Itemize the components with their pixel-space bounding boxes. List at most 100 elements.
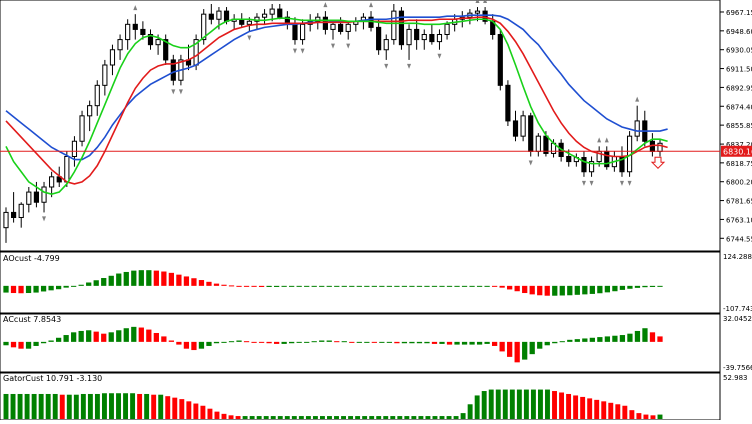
current-price-tag xyxy=(721,145,752,157)
candle-body xyxy=(391,10,397,41)
histogram-bar xyxy=(319,416,325,419)
candle-body xyxy=(3,211,9,229)
histogram-bar xyxy=(168,340,175,342)
histogram-bar xyxy=(589,337,595,342)
histogram-bar xyxy=(341,416,347,419)
candle-body xyxy=(414,28,420,41)
histogram-bar xyxy=(256,416,262,419)
candle-body xyxy=(269,8,275,15)
histogram-bar xyxy=(397,416,403,419)
histogram-bar xyxy=(258,341,265,343)
histogram-bar xyxy=(10,341,17,348)
histogram-bar xyxy=(523,389,529,419)
histogram-bar xyxy=(93,280,99,286)
fractal-up-icon xyxy=(604,137,609,143)
histogram-bar xyxy=(348,416,354,419)
histogram-bar xyxy=(236,340,242,342)
histogram-bar xyxy=(642,328,648,342)
histogram-bar xyxy=(454,285,460,287)
histogram-bar xyxy=(168,272,175,286)
ac-axis-top: 32.0452 xyxy=(723,315,752,323)
candle-body xyxy=(482,10,488,22)
histogram-bar xyxy=(263,416,269,419)
histogram-bar xyxy=(200,405,206,419)
histogram-bar xyxy=(594,399,600,419)
fractal-down-icon xyxy=(42,216,47,222)
candle-body xyxy=(208,13,214,20)
histogram-bar xyxy=(604,336,611,342)
histogram-bar xyxy=(131,270,137,286)
histogram-bar xyxy=(454,341,460,345)
histogram-bar xyxy=(193,403,199,419)
histogram-bar xyxy=(544,285,550,296)
price-tick-label: 6911.50 xyxy=(726,66,752,74)
histogram-bar xyxy=(364,285,370,287)
candle-body xyxy=(345,23,351,32)
gator-label: GatorCust 10.791 -3.130 xyxy=(3,374,102,383)
histogram-bar xyxy=(18,285,24,294)
histogram-bar xyxy=(281,285,287,287)
histogram-bar xyxy=(566,393,572,419)
histogram-bar xyxy=(273,341,280,344)
candle-body xyxy=(315,16,321,22)
histogram-bar xyxy=(289,341,295,344)
histogram-bar xyxy=(3,285,9,293)
histogram-bar xyxy=(10,393,16,419)
histogram-bar xyxy=(55,285,62,290)
histogram-bar xyxy=(529,285,535,295)
histogram-bar xyxy=(612,285,618,292)
histogram-bar xyxy=(312,416,318,419)
candle-body xyxy=(41,186,47,203)
candle-body xyxy=(277,8,283,18)
histogram-bar xyxy=(383,416,389,419)
histogram-bar xyxy=(63,335,69,342)
histogram-bar xyxy=(619,285,626,290)
histogram-bar xyxy=(40,285,47,292)
histogram-bar xyxy=(446,285,453,287)
histogram-bar xyxy=(191,341,197,351)
candle-body xyxy=(132,23,138,30)
histogram-bar xyxy=(213,341,220,344)
histogram-bar xyxy=(349,285,355,287)
histogram-bar xyxy=(242,416,248,419)
histogram-bar xyxy=(186,401,192,419)
histogram-bar xyxy=(183,341,190,349)
histogram-bar xyxy=(476,285,483,287)
histogram-bar xyxy=(270,416,276,419)
histogram-bar xyxy=(25,341,32,349)
candle-body xyxy=(170,59,176,81)
candle-body xyxy=(535,135,541,152)
histogram-bar xyxy=(461,285,468,287)
histogram-bar xyxy=(409,341,415,344)
candle-body xyxy=(406,28,412,46)
candle-body xyxy=(109,49,116,66)
histogram-bar xyxy=(108,275,114,286)
histogram-bar xyxy=(432,416,438,419)
histogram-bar xyxy=(116,330,122,342)
histogram-bar xyxy=(411,416,417,419)
fractal-down-icon xyxy=(300,48,305,54)
histogram-bar xyxy=(48,285,54,291)
histogram-bar xyxy=(24,393,30,419)
candle-body xyxy=(140,28,146,35)
gator-histogram xyxy=(3,389,663,419)
histogram-bar xyxy=(404,416,410,419)
fractal-down-icon xyxy=(407,63,412,69)
histogram-bar xyxy=(266,341,272,344)
histogram-bar xyxy=(460,413,466,419)
ao-axis-top: 124.288 xyxy=(723,253,752,261)
histogram-bar xyxy=(138,327,144,342)
histogram-bar xyxy=(537,285,543,296)
candle-body xyxy=(64,156,70,183)
histogram-bar xyxy=(101,333,107,342)
moving-average-line xyxy=(5,17,668,195)
histogram-bar xyxy=(356,285,362,287)
histogram-bar xyxy=(284,416,290,419)
candle-body xyxy=(505,84,511,122)
histogram-bar xyxy=(349,341,355,343)
histogram-bar xyxy=(601,401,607,419)
histogram-bar xyxy=(574,285,580,295)
histogram-bar xyxy=(491,341,498,346)
histogram-bar xyxy=(191,278,197,286)
fractal-down-icon xyxy=(178,89,183,95)
